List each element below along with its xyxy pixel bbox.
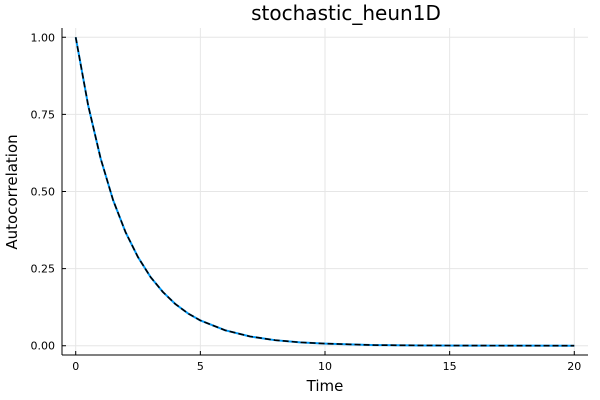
series-line-dashed xyxy=(74,37,575,347)
axes xyxy=(61,28,588,356)
y-tick-label: 0.75 xyxy=(31,108,56,121)
grid xyxy=(62,28,588,355)
tick-labels: 0 5 10 15 20 0.00 0.25 0.50 0.75 1.00 xyxy=(31,31,582,373)
x-axis-label: Time xyxy=(306,377,344,395)
x-tick-label: 5 xyxy=(197,360,204,373)
y-tick-label: 0.50 xyxy=(31,186,56,199)
y-tick-label: 0.25 xyxy=(31,263,56,276)
y-axis-label: Autocorrelation xyxy=(3,134,21,249)
chart-title: stochastic_heun1D xyxy=(251,1,441,25)
y-tick-label: 1.00 xyxy=(31,31,56,44)
x-tick-label: 15 xyxy=(443,360,457,373)
x-tick-label: 10 xyxy=(318,360,332,373)
series-group xyxy=(74,37,575,347)
y-tick-label: 0.00 xyxy=(31,340,56,353)
x-tick-label: 0 xyxy=(72,360,79,373)
x-tick-label: 20 xyxy=(567,360,581,373)
